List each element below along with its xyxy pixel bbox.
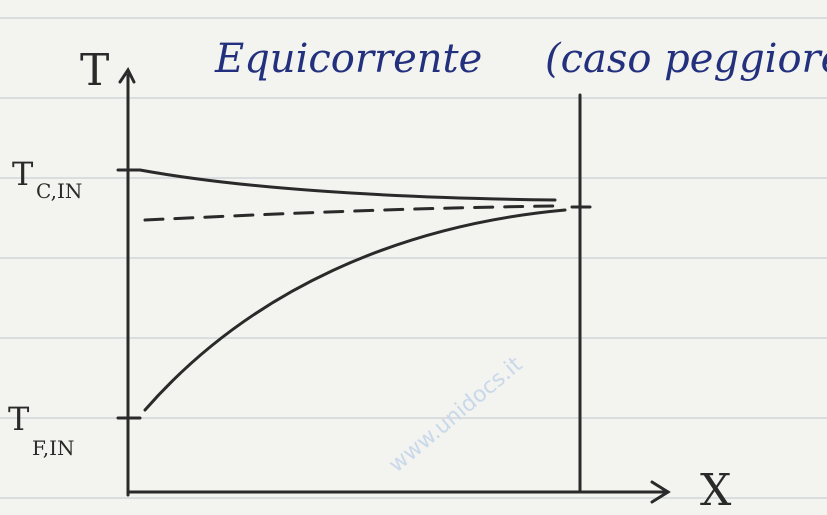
y-axis-label: T xyxy=(80,45,109,96)
cold-inlet-symbol: T xyxy=(8,400,30,438)
diagram: www.unidocs.it T X Equicorrente (caso pe… xyxy=(0,0,827,515)
title: Equicorrente xyxy=(214,36,482,82)
watermark: www.unidocs.it xyxy=(384,352,527,478)
hot-inlet-subscript: C,IN xyxy=(36,179,82,203)
note: (caso peggiore) xyxy=(545,36,827,82)
x-axis-label: X xyxy=(700,465,732,515)
hot-curve xyxy=(140,170,555,200)
axes xyxy=(118,70,668,502)
hot-inlet-symbol: T xyxy=(12,155,34,193)
mean-curve xyxy=(145,206,555,220)
cold-inlet-subscript: F,IN xyxy=(32,436,75,460)
notebook-rules xyxy=(0,18,827,498)
